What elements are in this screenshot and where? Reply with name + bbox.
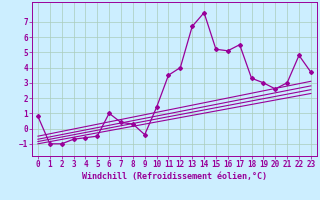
X-axis label: Windchill (Refroidissement éolien,°C): Windchill (Refroidissement éolien,°C) <box>82 172 267 181</box>
